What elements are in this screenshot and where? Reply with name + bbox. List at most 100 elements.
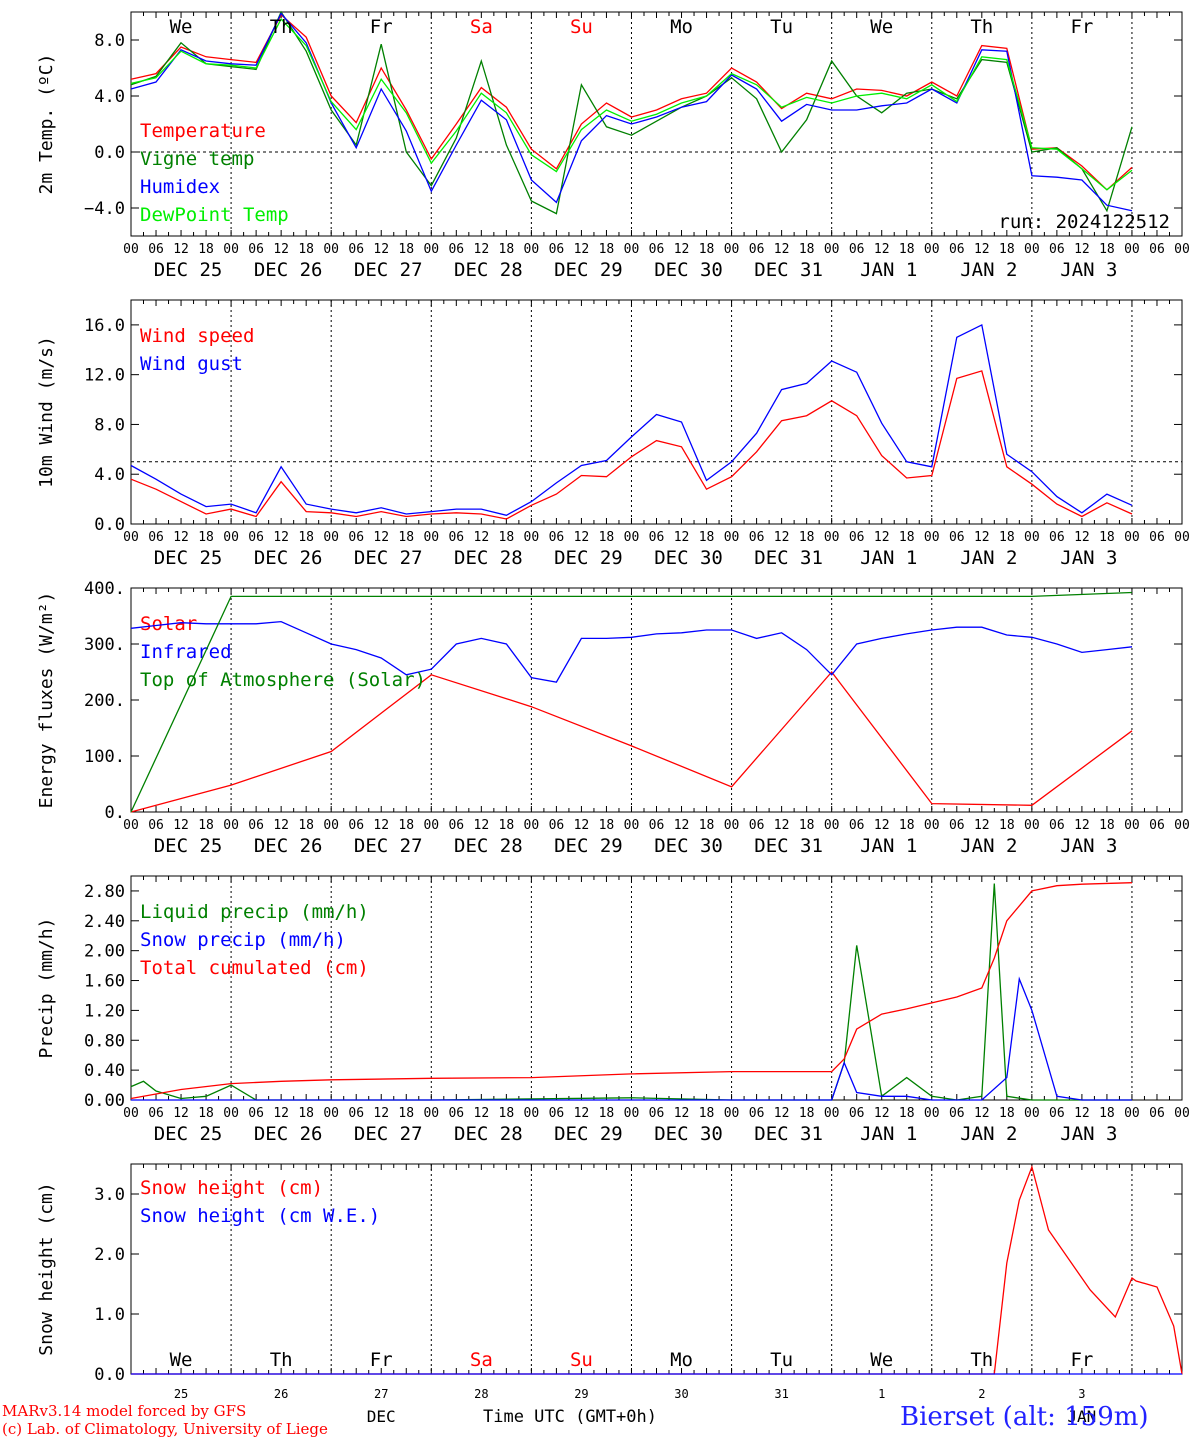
day-number-label: 31 bbox=[774, 1387, 788, 1401]
hour-label: 18 bbox=[999, 1106, 1015, 1121]
legend-entry: Humidex bbox=[140, 176, 220, 198]
date-label: DEC 25 bbox=[154, 259, 223, 281]
hour-label: 00 bbox=[1024, 242, 1040, 257]
hour-label: 06 bbox=[348, 242, 364, 257]
hour-label: 00 bbox=[724, 242, 740, 257]
hour-label: 12 bbox=[173, 530, 189, 545]
hour-label: 12 bbox=[273, 1106, 289, 1121]
day-number-label: 1 bbox=[878, 1387, 885, 1401]
hour-label: 00 bbox=[423, 1106, 439, 1121]
hour-label: 00 bbox=[223, 242, 239, 257]
date-label: JAN 3 bbox=[1060, 259, 1117, 281]
hour-label: 06 bbox=[248, 530, 264, 545]
hour-label: 00 bbox=[924, 530, 940, 545]
date-label: DEC 30 bbox=[654, 259, 723, 281]
weekday-label: Su bbox=[570, 1349, 593, 1371]
hour-label: 00 bbox=[624, 530, 640, 545]
date-label: JAN 1 bbox=[860, 1123, 917, 1145]
hour-label: 06 bbox=[949, 1106, 965, 1121]
series-line-top-of-atmosphere-solar- bbox=[130, 591, 1133, 813]
weekday-label: We bbox=[170, 1349, 193, 1371]
hour-label: 18 bbox=[699, 242, 715, 257]
hour-label: 12 bbox=[874, 530, 890, 545]
legend-entry: Total cumulated (cm) bbox=[140, 957, 369, 979]
hour-label: 06 bbox=[1049, 530, 1065, 545]
hour-label: 18 bbox=[499, 242, 515, 257]
hour-label: 00 bbox=[1174, 818, 1190, 833]
weekday-label: Sa bbox=[470, 16, 493, 38]
hour-label: 12 bbox=[774, 818, 790, 833]
legend-entry: Temperature bbox=[140, 120, 266, 142]
hour-label: 06 bbox=[749, 818, 765, 833]
hour-label: 06 bbox=[1049, 1106, 1065, 1121]
hour-label: 06 bbox=[749, 1106, 765, 1121]
series-line-dewpoint-temp bbox=[130, 17, 1133, 191]
date-label: DEC 26 bbox=[254, 1123, 323, 1145]
hour-label: 00 bbox=[524, 530, 540, 545]
y-tick-label: 2.80 bbox=[84, 882, 125, 902]
hour-label: 18 bbox=[799, 242, 815, 257]
date-label: DEC 25 bbox=[154, 1123, 223, 1145]
weekday-label: We bbox=[870, 16, 893, 38]
hour-label: 18 bbox=[899, 530, 915, 545]
hour-label: 12 bbox=[674, 1106, 690, 1121]
hour-label: 12 bbox=[373, 818, 389, 833]
hour-label: 00 bbox=[1024, 1106, 1040, 1121]
weekday-label: Mo bbox=[670, 1349, 693, 1371]
hour-label: 06 bbox=[1049, 242, 1065, 257]
date-label: JAN 3 bbox=[1060, 1123, 1117, 1145]
hour-label: 06 bbox=[949, 530, 965, 545]
hour-label: 18 bbox=[198, 818, 214, 833]
hour-label: 18 bbox=[499, 818, 515, 833]
hour-label: 06 bbox=[849, 530, 865, 545]
date-label: DEC 28 bbox=[454, 547, 523, 569]
y-tick-label: 100. bbox=[84, 747, 125, 767]
hour-label: 12 bbox=[474, 530, 490, 545]
hour-label: 06 bbox=[549, 530, 565, 545]
hour-label: 00 bbox=[1024, 530, 1040, 545]
hour-label: 00 bbox=[323, 818, 339, 833]
date-label: DEC 26 bbox=[254, 547, 323, 569]
hour-label: 18 bbox=[999, 818, 1015, 833]
hour-label: 18 bbox=[1099, 530, 1115, 545]
y-tick-label: 300. bbox=[84, 635, 125, 655]
hour-label: 12 bbox=[574, 530, 590, 545]
hour-label: 18 bbox=[1099, 242, 1115, 257]
weekday-label: Fr bbox=[370, 16, 393, 38]
day-number-label: 27 bbox=[374, 1387, 388, 1401]
date-label: DEC 31 bbox=[754, 835, 823, 857]
hour-label: 18 bbox=[298, 818, 314, 833]
hour-label: 06 bbox=[148, 242, 164, 257]
y-tick-label: −4.0 bbox=[84, 199, 125, 219]
y-tick-label: 2.0 bbox=[94, 1245, 125, 1265]
hour-label: 06 bbox=[448, 818, 464, 833]
hour-label: 00 bbox=[624, 242, 640, 257]
hour-label: 12 bbox=[1074, 242, 1090, 257]
date-label: DEC 26 bbox=[254, 259, 323, 281]
date-label: DEC 28 bbox=[454, 259, 523, 281]
hour-label: 06 bbox=[1149, 530, 1165, 545]
date-label: JAN 3 bbox=[1060, 547, 1117, 569]
hour-label: 00 bbox=[724, 1106, 740, 1121]
hour-label: 18 bbox=[999, 242, 1015, 257]
legend-entry: DewPoint Temp bbox=[140, 204, 289, 226]
hour-label: 00 bbox=[624, 1106, 640, 1121]
date-label: JAN 2 bbox=[960, 1123, 1017, 1145]
hour-label: 18 bbox=[699, 1106, 715, 1121]
date-label: DEC 30 bbox=[654, 835, 723, 857]
hour-label: 18 bbox=[1099, 1106, 1115, 1121]
hour-label: 12 bbox=[273, 818, 289, 833]
legend-entry: Snow precip (mm/h) bbox=[140, 929, 346, 951]
hour-label: 12 bbox=[173, 818, 189, 833]
y-tick-label: 2.00 bbox=[84, 942, 125, 962]
hour-label: 12 bbox=[774, 530, 790, 545]
hour-label: 00 bbox=[524, 818, 540, 833]
hour-label: 18 bbox=[198, 242, 214, 257]
hour-label: 06 bbox=[849, 242, 865, 257]
legend-entry: Infrared bbox=[140, 641, 232, 663]
hour-label: 18 bbox=[398, 1106, 414, 1121]
day-number-label: 26 bbox=[274, 1387, 288, 1401]
weekday-label: We bbox=[170, 16, 193, 38]
hour-label: 12 bbox=[373, 530, 389, 545]
